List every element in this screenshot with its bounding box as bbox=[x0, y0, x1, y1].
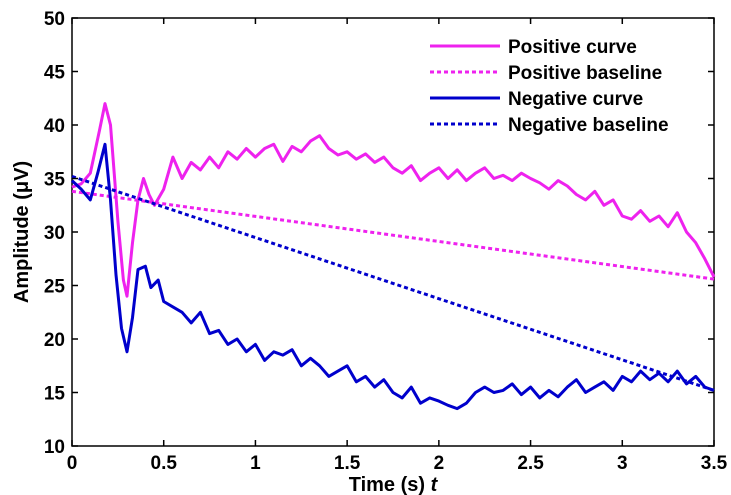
y-tick-label: 35 bbox=[44, 170, 66, 191]
x-tick-label: 1 bbox=[250, 453, 261, 474]
series-positive-baseline bbox=[71, 189, 715, 281]
x-axis-label-text: Time (s) bbox=[349, 474, 431, 495]
series-layer bbox=[70, 102, 716, 411]
y-axis-label: Amplitude (μV) bbox=[11, 161, 33, 303]
x-tick-label: 0 bbox=[67, 453, 78, 474]
x-axis-label: Time (s) t bbox=[349, 474, 439, 495]
plot-area: 0 0.5 1 1.5 2 2.5 3 3.5 10 15 20 25 30 35 40 45 50 bbox=[44, 9, 728, 474]
series-negative-baseline bbox=[71, 174, 715, 392]
legend-label-negative-curve: Negative curve bbox=[508, 89, 643, 110]
x-tick-label: 0.5 bbox=[151, 453, 178, 474]
legend-label-positive-baseline: Positive baseline bbox=[508, 63, 662, 84]
series-negative-curve bbox=[70, 142, 715, 411]
y-tick-label: 10 bbox=[44, 437, 65, 458]
y-tick-label: 30 bbox=[44, 223, 65, 244]
x-tick-label: 2 bbox=[434, 453, 445, 474]
x-axis-label-variable: t bbox=[431, 474, 439, 495]
y-tick-label: 50 bbox=[44, 9, 65, 30]
y-tick-label: 40 bbox=[44, 116, 65, 137]
legend-label-negative-baseline: Negative baseline bbox=[508, 115, 669, 136]
x-tick-label: 3.5 bbox=[701, 453, 728, 474]
legend: Positive curve Positive baseline Negative … bbox=[430, 37, 669, 136]
legend-label-positive-curve: Positive curve bbox=[508, 37, 637, 58]
y-tick-label: 20 bbox=[44, 330, 65, 351]
y-tick-label: 25 bbox=[44, 277, 66, 298]
x-axis: 0 0.5 1 1.5 2 2.5 3 3.5 bbox=[67, 18, 728, 474]
x-tick-label: 1.5 bbox=[334, 453, 361, 474]
x-tick-label: 2.5 bbox=[517, 453, 544, 474]
x-tick-label: 3 bbox=[617, 453, 628, 474]
series-positive-curve bbox=[71, 102, 716, 298]
y-tick-label: 45 bbox=[44, 63, 66, 84]
y-tick-label: 15 bbox=[44, 384, 66, 405]
y-axis: 10 15 20 25 30 35 40 45 50 bbox=[44, 9, 714, 458]
